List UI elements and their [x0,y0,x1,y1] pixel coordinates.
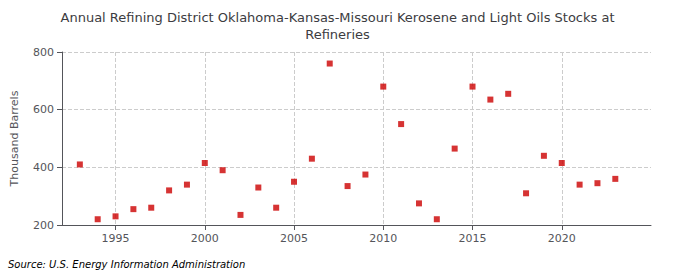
svg-text:Annual Refining District Oklah: Annual Refining District Oklahoma-Kansas… [61,10,615,25]
svg-text:600: 600 [33,103,54,116]
svg-text:800: 800 [33,46,54,59]
svg-text:2020: 2020 [548,232,576,245]
svg-text:2000: 2000 [191,232,219,245]
svg-text:1995: 1995 [102,232,130,245]
svg-text:400: 400 [33,161,54,174]
svg-text:200: 200 [33,219,54,232]
svg-text:2015: 2015 [459,232,487,245]
svg-text:Thousand Barrels: Thousand Barrels [8,90,21,187]
svg-text:Refineries: Refineries [305,27,370,42]
svg-text:2010: 2010 [369,232,397,245]
svg-text:Source: U.S. Energy Informatio: Source: U.S. Energy Information Administ… [8,259,245,270]
svg-text:2005: 2005 [280,232,308,245]
